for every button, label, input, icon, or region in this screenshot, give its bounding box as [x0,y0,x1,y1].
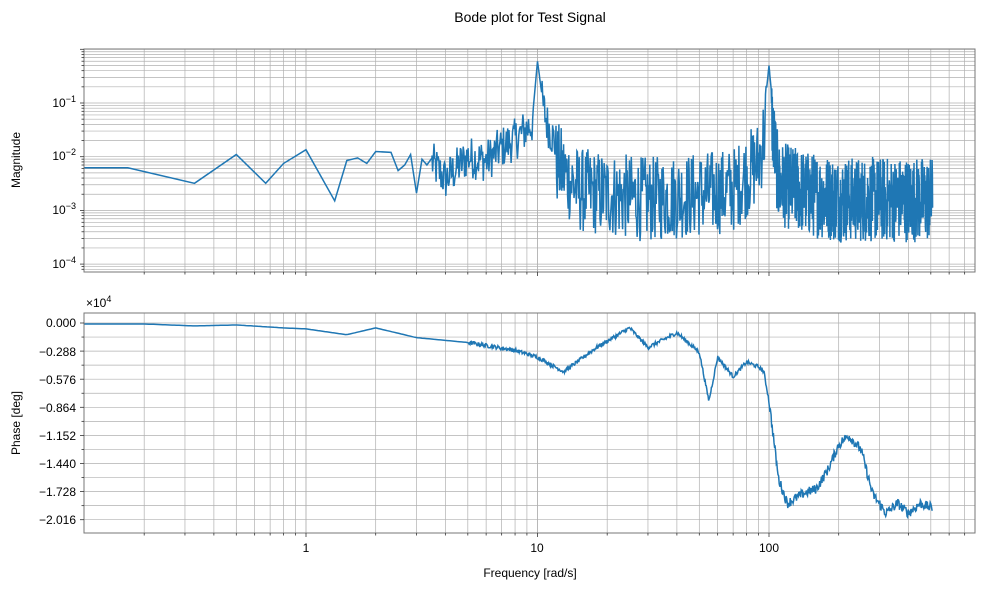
mag-ytick-label: 10−1 [52,94,76,110]
phase-ytick-label: 0.000 [46,316,76,330]
phase-ytick-label: −1.728 [39,485,76,499]
xtick-label: 100 [759,541,779,555]
phase-ytick-label: −1.440 [39,457,76,471]
phase-ticks [80,322,966,537]
phase-ytick-label: −0.576 [39,373,76,387]
magnitude-ticks [80,48,966,276]
phase-axes-frame [83,312,976,534]
phase-ytick-label: −0.288 [39,345,76,359]
phase-panel: ×104 0.000 −0.288 −0.576 −0.864 −1.152 −… [9,294,976,580]
phase-grid [84,313,975,533]
phase-ylabel: Phase [deg] [9,391,23,455]
magnitude-line [84,61,934,243]
magnitude-axes-frame [83,48,976,273]
phase-ytick-label: −1.152 [39,429,76,443]
magnitude-ylabel: Magnitude [9,132,23,188]
phase-offset-label: ×104 [86,294,111,310]
xtick-label: 10 [530,541,544,555]
magnitude-panel: 10−1 10−2 10−3 10−4 Magnitude [9,48,976,276]
mag-ytick-label: 10−2 [52,147,76,163]
figure-title: Bode plot for Test Signal [454,9,606,25]
mag-ytick-label: 10−4 [52,255,76,271]
phase-line [84,323,934,520]
mag-ytick-label: 10−3 [52,201,76,217]
x-axis-label: Frequency [rad/s] [483,566,576,580]
phase-ytick-label: −2.016 [39,513,76,527]
phase-ytick-label: −0.864 [39,401,76,415]
xtick-label: 1 [303,541,310,555]
